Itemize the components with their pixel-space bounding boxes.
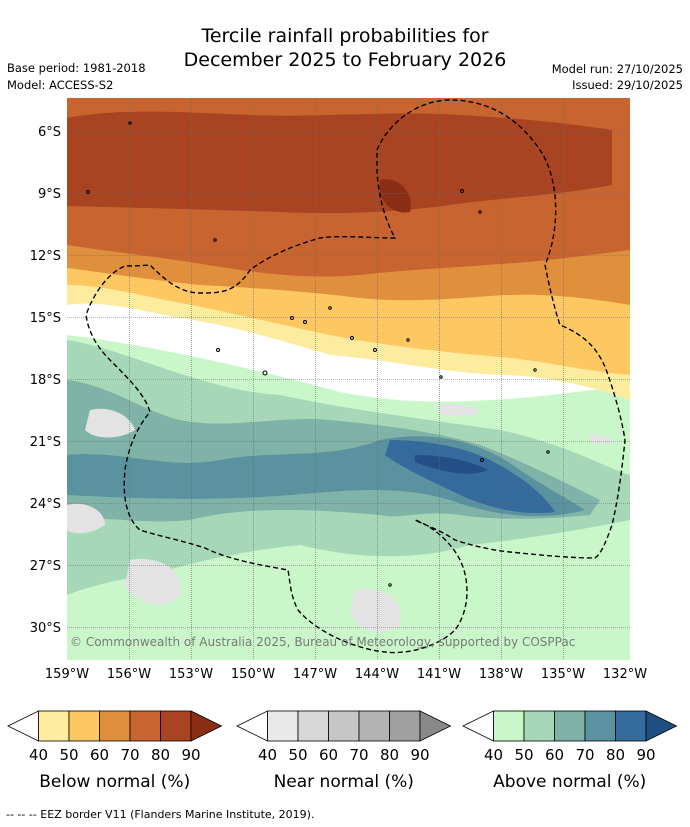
longitude-labels: 159°W 156°W 153°W 150°W 147°W 144°W 141°…: [45, 667, 647, 682]
above-normal-colorbar-segment: [615, 710, 647, 742]
near-normal-patch: [438, 403, 480, 417]
above-normal-90-area: [415, 455, 488, 474]
below-normal-legend-label: Below normal (%): [39, 772, 190, 792]
below-normal-tick-label: 70: [120, 746, 139, 764]
issued-date-text: Issued: 29/10/2025: [572, 78, 683, 92]
eez-footnote: -- -- -- EEZ border V11 (Flanders Marine…: [6, 808, 315, 821]
model-name-text: Model: ACCESS-S2: [7, 78, 114, 92]
lon-label: 135°W: [541, 667, 585, 682]
model-run-text: Model run: 27/10/2025: [551, 62, 683, 76]
below-normal-tick-label: 50: [59, 746, 78, 764]
lat-label: 18°S: [30, 373, 61, 388]
colorbar-above-normal: 40 50 60 70 80 90 Above normal (%): [462, 710, 678, 792]
lon-label: 144°W: [355, 667, 399, 682]
near-normal-tick-label: 40: [258, 746, 277, 764]
near-normal-patch: [67, 503, 105, 534]
near-normal-colorbar-max-extend: [419, 710, 452, 742]
lat-label: 30°S: [30, 621, 61, 636]
lon-label: 156°W: [107, 667, 151, 682]
lon-label: 141°W: [417, 667, 461, 682]
lat-label: 27°S: [30, 559, 61, 574]
near-normal-tick-label: 80: [380, 746, 399, 764]
below-normal-colorbar-segment: [99, 710, 131, 742]
near-normal-tick-label: 90: [410, 746, 429, 764]
lat-label: 12°S: [30, 249, 61, 264]
below-normal-colorbar-segment: [129, 710, 161, 742]
colorbar-below-normal: 40 50 60 70 80 90 Below normal (%): [7, 710, 223, 792]
lon-label: 147°W: [293, 667, 337, 682]
near-normal-colorbar-segment: [328, 710, 360, 742]
above-normal-legend-label: Above normal (%): [493, 772, 646, 792]
map-title-line-2: December 2025 to February 2026: [183, 49, 507, 71]
below-normal-colorbar-max-extend: [190, 710, 223, 742]
lon-label: 132°W: [603, 667, 647, 682]
lon-label: 138°W: [479, 667, 523, 682]
near-normal-colorbar-segment: [267, 710, 299, 742]
near-normal-tick-label: 50: [288, 746, 307, 764]
above-normal-tick-label: 50: [514, 746, 533, 764]
above-normal-colorbar-segment: [584, 710, 616, 742]
colorbars: 40 50 60 70 80 90 Below normal (%) 40 50 60 70 80 9…: [7, 710, 678, 792]
above-normal-colorbar-segment: [493, 710, 525, 742]
below-normal-tick-label: 90: [181, 746, 200, 764]
below-normal-tick-label: 80: [151, 746, 170, 764]
above-normal-tick-label: 90: [636, 746, 655, 764]
below-normal-90-area: [380, 179, 411, 213]
near-normal-tick-label: 70: [349, 746, 368, 764]
lon-label: 159°W: [45, 667, 89, 682]
near-normal-tick-label: 60: [319, 746, 338, 764]
copyright-text: © Commonwealth of Australia 2025, Bureau…: [70, 635, 575, 649]
islands: [86, 121, 550, 587]
lat-label: 15°S: [30, 311, 61, 326]
lon-label: 150°W: [231, 667, 275, 682]
map-title-line-1: Tercile rainfall probabilities for: [201, 25, 489, 47]
below-normal-colorbar-segment: [68, 710, 100, 742]
near-normal-colorbar-segment: [358, 710, 390, 742]
above-normal-tick-label: 40: [484, 746, 503, 764]
near-normal-patch: [125, 559, 181, 605]
near-normal-colorbar-min-extend: [236, 710, 268, 742]
lat-label: 6°S: [38, 125, 61, 140]
lon-label: 153°W: [169, 667, 213, 682]
near-normal-legend-label: Near normal (%): [274, 772, 414, 792]
above-normal-tick-label: 80: [606, 746, 625, 764]
lat-label: 24°S: [30, 497, 61, 512]
colorbar-near-normal: 40 50 60 70 80 90 Near normal (%): [236, 710, 452, 792]
latitude-labels: 6°S 9°S 12°S 15°S 18°S 21°S 24°S 27°S 30…: [30, 125, 61, 636]
above-normal-tick-label: 60: [545, 746, 564, 764]
above-normal-colorbar-segment: [554, 710, 586, 742]
above-normal-tick-label: 70: [575, 746, 594, 764]
below-normal-80-area: [67, 111, 612, 214]
below-normal-colorbar-min-extend: [7, 710, 39, 742]
above-normal-colorbar-min-extend: [462, 710, 494, 742]
near-normal-patch: [85, 408, 135, 438]
below-normal-colorbar-segment: [38, 710, 70, 742]
above-normal-colorbar-segment: [523, 710, 555, 742]
near-normal-colorbar-segment: [389, 710, 421, 742]
rainfall-probability-map: © Commonwealth of Australia 2025, Bureau…: [30, 98, 647, 682]
lat-label: 9°S: [38, 187, 61, 202]
base-period-text: Base period: 1981-2018: [7, 61, 146, 75]
below-normal-tick-label: 40: [29, 746, 48, 764]
near-normal-colorbar-segment: [297, 710, 329, 742]
below-normal-tick-label: 60: [90, 746, 109, 764]
above-normal-colorbar-max-extend: [645, 710, 678, 742]
lat-label: 21°S: [30, 435, 61, 450]
below-normal-colorbar-segment: [160, 710, 192, 742]
eez-borders: [85, 99, 626, 654]
probability-field: [67, 98, 630, 660]
grid-lines: [67, 98, 630, 660]
near-normal-patch: [350, 589, 401, 633]
